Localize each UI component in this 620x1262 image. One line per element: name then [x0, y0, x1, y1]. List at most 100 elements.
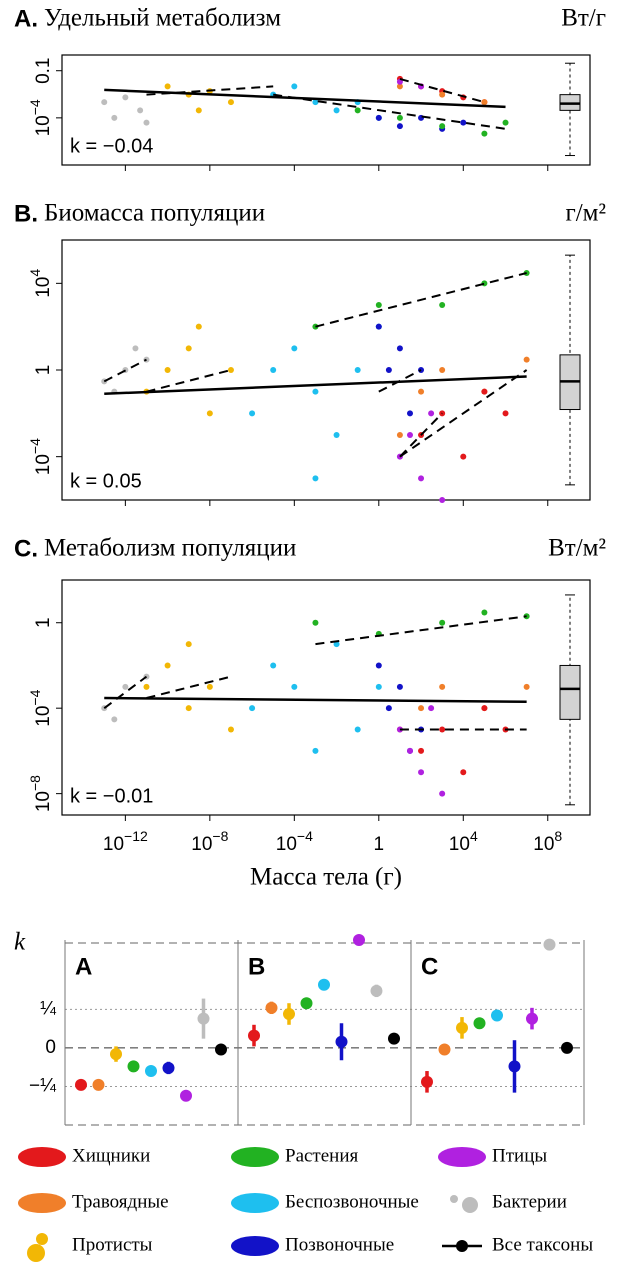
legend-icon	[18, 1147, 66, 1167]
data-point	[270, 367, 277, 373]
data-point	[333, 107, 340, 114]
data-point	[481, 130, 488, 137]
data-point	[406, 410, 413, 417]
x-tick-label: 108	[533, 828, 562, 855]
point-cloud	[396, 75, 488, 106]
k-point	[162, 1061, 175, 1074]
data-point	[439, 726, 446, 733]
taxon-fit	[399, 412, 443, 458]
data-point	[143, 119, 150, 126]
data-point	[312, 475, 319, 482]
data-point	[481, 609, 488, 616]
legend-entry: Травоядные	[18, 1191, 169, 1213]
data-point	[385, 705, 392, 712]
legend-icon	[27, 1244, 45, 1262]
taxon-fit	[315, 272, 527, 328]
data-point	[111, 114, 118, 121]
taxon-fit	[146, 675, 232, 699]
data-point	[502, 119, 509, 126]
point-cloud	[312, 269, 530, 330]
data-point	[439, 123, 446, 130]
k-point	[265, 1001, 278, 1014]
unit-label: Вт/г	[561, 5, 606, 32]
data-point	[111, 716, 118, 723]
data-point	[406, 432, 413, 438]
data-point	[502, 410, 509, 417]
data-point	[375, 302, 382, 308]
y-tick-label: 1	[33, 365, 54, 376]
panel-title: Биомасса популяции	[44, 200, 265, 227]
point-cloud	[101, 94, 150, 126]
legend-label: Беспозвоночные	[285, 1191, 419, 1212]
data-point	[439, 367, 446, 373]
data-point	[375, 114, 382, 121]
data-point	[439, 497, 446, 503]
taxon-fit	[146, 85, 274, 96]
k-point	[543, 938, 556, 951]
k-point	[370, 984, 383, 997]
data-point	[164, 83, 171, 90]
slope-annotation: k = −0.01	[70, 785, 153, 807]
point-cloud	[375, 323, 425, 417]
overall-fit	[104, 696, 527, 704]
data-point	[418, 747, 425, 754]
point-cloud	[354, 107, 509, 137]
y-tick-label: 1	[33, 617, 54, 628]
data-point	[195, 107, 202, 114]
k-point	[248, 1029, 260, 1042]
data-point	[270, 662, 277, 669]
unit-label: г/м²	[565, 200, 606, 227]
data-point	[396, 345, 403, 352]
data-point	[195, 323, 202, 330]
data-point	[227, 726, 234, 733]
data-point	[122, 683, 129, 690]
data-point	[291, 683, 298, 690]
data-point	[418, 388, 425, 395]
data-point	[143, 683, 150, 690]
legend-entry: Позвоночные	[231, 1234, 394, 1256]
legend-label: Бактерии	[492, 1191, 567, 1212]
data-point	[460, 453, 467, 460]
legend-icon	[36, 1233, 48, 1245]
legend-label: Растения	[285, 1145, 359, 1166]
k-point	[421, 1075, 433, 1088]
legend-icon	[231, 1236, 279, 1256]
legend-icon	[438, 1147, 486, 1167]
k-point	[438, 1043, 451, 1056]
data-point	[428, 705, 435, 712]
data-point	[375, 662, 382, 669]
data-point	[460, 769, 467, 776]
y-tick-label: −¼	[29, 1075, 57, 1096]
data-point	[312, 619, 319, 626]
data-point	[396, 683, 403, 690]
data-point	[396, 114, 403, 121]
plot-frame	[61, 54, 591, 166]
data-point	[375, 683, 382, 690]
x-tick-label: 10−12	[103, 828, 148, 855]
point-cloud	[418, 705, 509, 776]
data-point	[481, 388, 488, 395]
point-cloud	[375, 662, 425, 754]
data-point	[418, 475, 425, 482]
data-point	[406, 747, 413, 754]
data-point	[312, 747, 319, 754]
y-tick-label: 0.1	[33, 58, 54, 84]
legend-icon	[231, 1147, 279, 1167]
point-cloud	[396, 356, 530, 438]
k-point	[110, 1048, 122, 1061]
legend-label: Хищники	[72, 1145, 150, 1166]
taxon-fit	[273, 93, 506, 130]
data-point	[439, 790, 446, 797]
data-point	[439, 302, 446, 308]
legend-entry: Все таксоны	[442, 1234, 593, 1255]
box	[559, 664, 581, 720]
panel-letter: C.	[14, 535, 38, 562]
point-cloud	[396, 410, 446, 503]
k-point	[561, 1041, 573, 1054]
data-point	[354, 726, 361, 733]
slope-annotation: k = −0.04	[70, 135, 153, 157]
overall-fit	[104, 375, 527, 396]
data-point	[333, 432, 340, 438]
data-point	[523, 356, 530, 363]
panel-letter: A	[75, 953, 92, 980]
